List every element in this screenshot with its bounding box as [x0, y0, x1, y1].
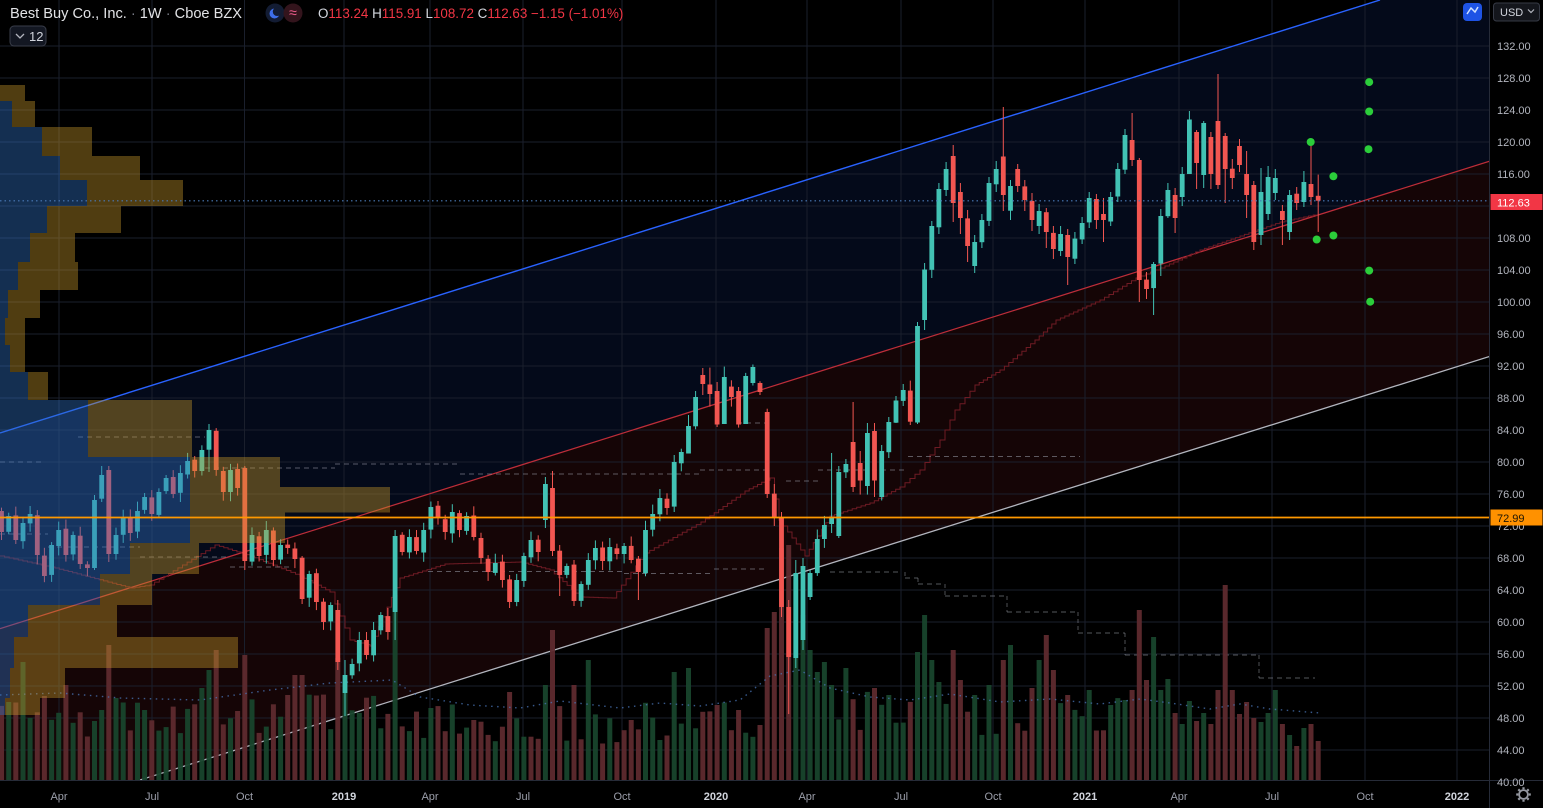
svg-text:12: 12: [29, 29, 43, 44]
svg-text:Oct: Oct: [1356, 791, 1373, 803]
svg-text:Apr: Apr: [50, 791, 67, 803]
svg-text:O113.24 H115.91 L108.72 C112.6: O113.24 H115.91 L108.72 C112.63 −1.15 (−…: [318, 6, 623, 21]
svg-text:76.00: 76.00: [1497, 489, 1525, 501]
svg-text:Apr: Apr: [1170, 791, 1187, 803]
svg-text:Apr: Apr: [421, 791, 438, 803]
svg-text:96.00: 96.00: [1497, 329, 1525, 341]
svg-text:100.00: 100.00: [1497, 297, 1531, 309]
svg-text:124.00: 124.00: [1497, 105, 1531, 117]
svg-text:2019: 2019: [332, 791, 356, 803]
svg-text:72.99: 72.99: [1497, 513, 1525, 525]
svg-text:Jul: Jul: [894, 791, 908, 803]
svg-text:92.00: 92.00: [1497, 361, 1525, 373]
svg-text:2020: 2020: [704, 791, 728, 803]
svg-text:88.00: 88.00: [1497, 393, 1525, 405]
svg-text:Best Buy Co., Inc. · 1W · Cboe: Best Buy Co., Inc. · 1W · Cboe BZX: [10, 6, 242, 22]
svg-text:56.00: 56.00: [1497, 649, 1525, 661]
svg-text:Oct: Oct: [613, 791, 630, 803]
svg-text:116.00: 116.00: [1497, 169, 1530, 181]
svg-text:40.00: 40.00: [1497, 777, 1525, 789]
svg-text:Jul: Jul: [1265, 791, 1279, 803]
svg-text:48.00: 48.00: [1497, 713, 1525, 725]
svg-text:68.00: 68.00: [1497, 553, 1525, 565]
svg-text:64.00: 64.00: [1497, 585, 1525, 597]
svg-text:USD: USD: [1500, 7, 1523, 19]
svg-text:Oct: Oct: [236, 791, 253, 803]
svg-text:60.00: 60.00: [1497, 617, 1525, 629]
svg-text:132.00: 132.00: [1497, 41, 1531, 53]
svg-text:80.00: 80.00: [1497, 457, 1525, 469]
svg-text:44.00: 44.00: [1497, 745, 1525, 757]
svg-text:104.00: 104.00: [1497, 265, 1531, 277]
svg-text:52.00: 52.00: [1497, 681, 1525, 693]
svg-text:2022: 2022: [1445, 791, 1469, 803]
svg-text:120.00: 120.00: [1497, 137, 1531, 149]
svg-text:Apr: Apr: [798, 791, 815, 803]
svg-text:Oct: Oct: [984, 791, 1001, 803]
svg-text:Jul: Jul: [145, 791, 159, 803]
svg-text:2021: 2021: [1073, 791, 1097, 803]
svg-text:Jul: Jul: [516, 791, 530, 803]
svg-text:84.00: 84.00: [1497, 425, 1525, 437]
svg-text:112.63: 112.63: [1497, 198, 1530, 210]
svg-text:108.00: 108.00: [1497, 233, 1531, 245]
svg-text:128.00: 128.00: [1497, 73, 1531, 85]
svg-text:≈: ≈: [289, 6, 297, 22]
